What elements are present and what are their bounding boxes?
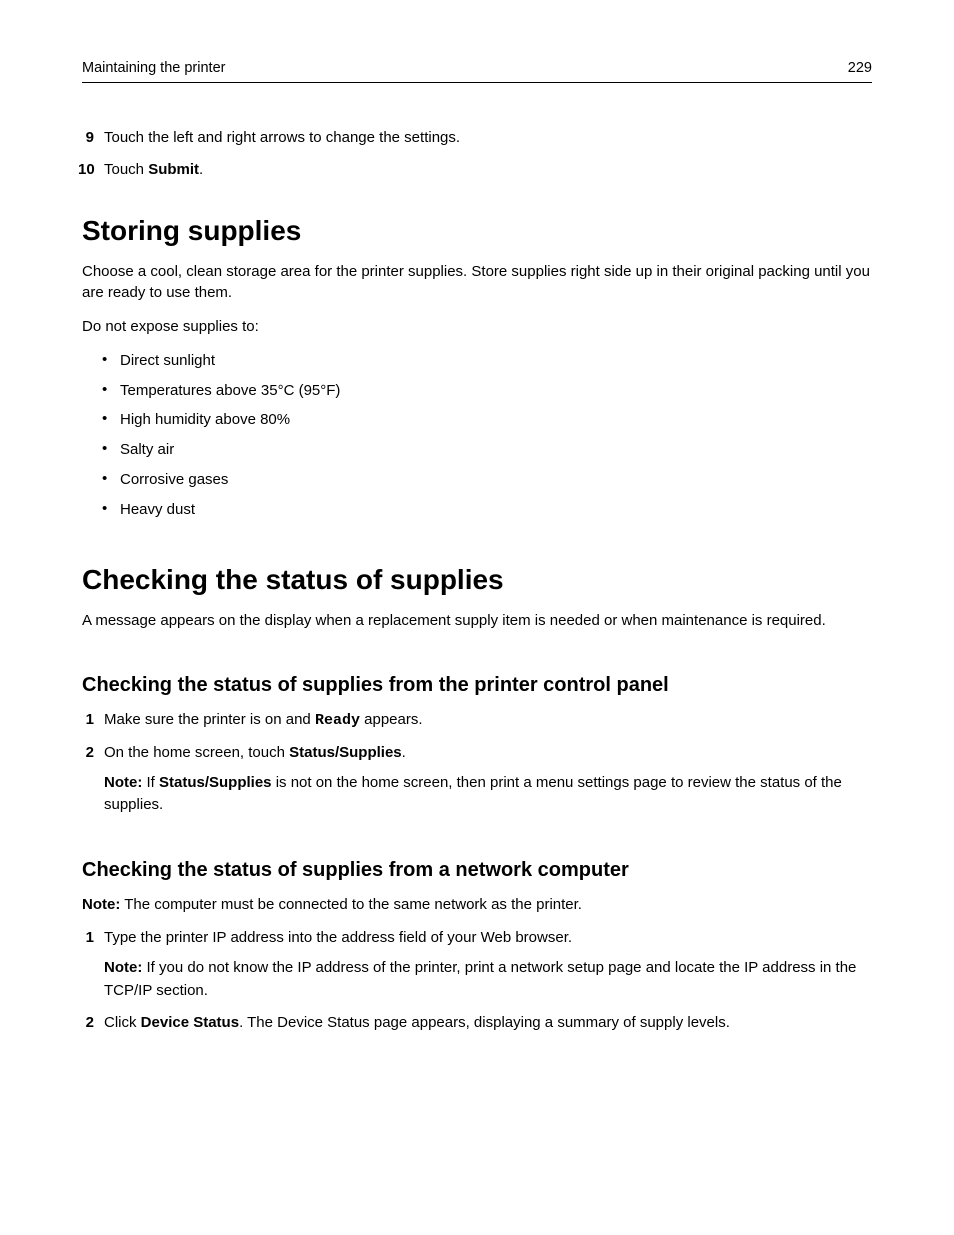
step-text: Make sure the printer is on and Ready ap… — [104, 709, 872, 732]
bullet-icon: • — [102, 499, 120, 521]
note: Note: If Status/Supplies is not on the h… — [104, 772, 872, 817]
text-run: appears. — [360, 711, 423, 728]
bold-run: Device Status — [141, 1014, 239, 1031]
bold-run: Status/Supplies — [159, 774, 272, 791]
list-text: High humidity above 80% — [120, 409, 290, 431]
text-run: . — [402, 744, 406, 761]
text-run: Touch — [104, 161, 148, 178]
list-text: Salty air — [120, 439, 174, 461]
text-run: Make sure the printer is on and — [104, 711, 315, 728]
mono-run: Ready — [315, 712, 360, 729]
subheading-network-computer: Checking the status of supplies from a n… — [82, 859, 872, 882]
control-panel-steps: 1 Make sure the printer is on and Ready … — [82, 709, 872, 817]
note-label: Note: — [104, 959, 142, 976]
paragraph: A message appears on the display when a … — [82, 610, 872, 632]
step-1: 1 Make sure the printer is on and Ready … — [82, 709, 872, 732]
note: Note: The computer must be connected to … — [82, 894, 872, 916]
running-header: Maintaining the printer 229 — [82, 60, 872, 83]
step-number: 10 — [78, 159, 104, 181]
text-run: If you do not know the IP address of the… — [104, 959, 856, 999]
text-run: . The Device Status page appears, displa… — [239, 1014, 730, 1031]
step-2: 2 On the home screen, touch Status/Suppl… — [82, 742, 872, 817]
bullet-icon: • — [102, 380, 120, 402]
heading-storing-supplies: Storing supplies — [82, 215, 872, 247]
list-text: Direct sunlight — [120, 350, 215, 372]
list-item: •Salty air — [82, 439, 872, 461]
step-1: 1 Type the printer IP address into the a… — [82, 927, 872, 1002]
step-text: On the home screen, touch Status/Supplie… — [104, 742, 872, 817]
continued-steps: 9 Touch the left and right arrows to cha… — [82, 127, 872, 181]
paragraph: Choose a cool, clean storage area for th… — [82, 261, 872, 305]
text-run: . — [199, 161, 203, 178]
step-text: Type the printer IP address into the add… — [104, 927, 872, 1002]
list-item: •High humidity above 80% — [82, 409, 872, 431]
header-section: Maintaining the printer — [82, 60, 225, 76]
list-text: Corrosive gases — [120, 469, 228, 491]
document-page: Maintaining the printer 229 9 Touch the … — [0, 0, 954, 1034]
text-run: If — [142, 774, 159, 791]
step-9: 9 Touch the left and right arrows to cha… — [82, 127, 872, 149]
bullet-icon: • — [102, 469, 120, 491]
step-2: 2 Click Device Status. The Device Status… — [82, 1012, 872, 1034]
list-text: Temperatures above 35°C (95°F) — [120, 380, 340, 402]
header-page-number: 229 — [848, 60, 872, 76]
note: Note: If you do not know the IP address … — [104, 957, 872, 1002]
network-steps: 1 Type the printer IP address into the a… — [82, 927, 872, 1034]
bullet-icon: • — [102, 409, 120, 431]
bold-run: Status/Supplies — [289, 744, 402, 761]
bold-run: Submit — [148, 161, 199, 178]
text-run: The computer must be connected to the sa… — [120, 896, 582, 913]
step-10: 10 Touch Submit. — [82, 159, 872, 181]
text-run: On the home screen, touch — [104, 744, 289, 761]
paragraph: Do not expose supplies to: — [82, 316, 872, 338]
list-item: •Heavy dust — [82, 499, 872, 521]
bullet-icon: • — [102, 350, 120, 372]
text-run: Click — [104, 1014, 141, 1031]
step-text: Click Device Status. The Device Status p… — [104, 1012, 872, 1034]
exposure-list: •Direct sunlight •Temperatures above 35°… — [82, 350, 872, 521]
step-text: Touch the left and right arrows to chang… — [104, 127, 872, 149]
step-number: 2 — [82, 1012, 104, 1034]
note-label: Note: — [82, 896, 120, 913]
list-item: •Direct sunlight — [82, 350, 872, 372]
step-number: 1 — [82, 927, 104, 1002]
text-run: Type the printer IP address into the add… — [104, 929, 572, 946]
list-item: •Temperatures above 35°C (95°F) — [82, 380, 872, 402]
subheading-control-panel: Checking the status of supplies from the… — [82, 674, 872, 697]
bullet-icon: • — [102, 439, 120, 461]
step-text: Touch Submit. — [104, 159, 872, 181]
heading-checking-status: Checking the status of supplies — [82, 564, 872, 596]
step-number: 9 — [78, 127, 104, 149]
list-item: •Corrosive gases — [82, 469, 872, 491]
step-number: 2 — [82, 742, 104, 817]
list-text: Heavy dust — [120, 499, 195, 521]
note-label: Note: — [104, 774, 142, 791]
step-number: 1 — [82, 709, 104, 732]
